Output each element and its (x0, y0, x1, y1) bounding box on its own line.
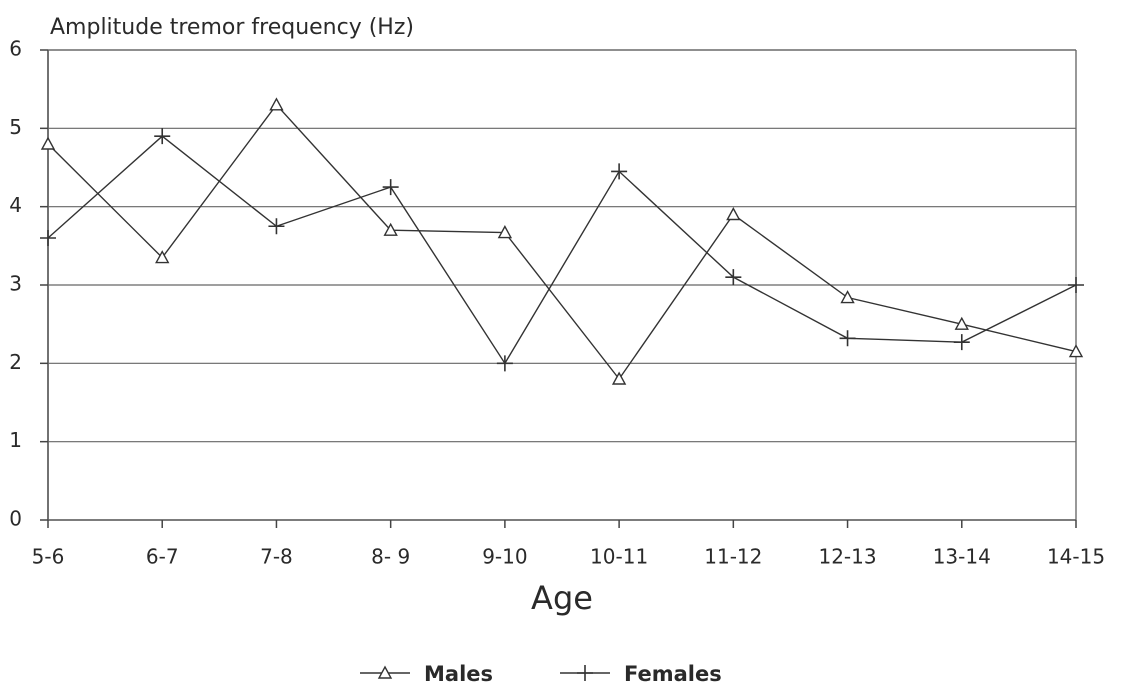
data-point (382, 179, 399, 196)
legend-marker (577, 665, 593, 681)
data-point (40, 136, 56, 150)
x-tick-label: 11-12 (704, 545, 762, 569)
y-tick-label: 0 (9, 507, 22, 531)
series-line (47, 103, 1077, 381)
x-axis-label: Age (531, 579, 593, 617)
data-point (155, 250, 170, 264)
y-tick-label: 4 (9, 193, 22, 217)
data-point (383, 222, 398, 236)
data-point (840, 290, 855, 304)
chart-title: Amplitude tremor frequency (Hz) (50, 15, 414, 40)
x-tick-label: 12-13 (818, 545, 876, 569)
legend-marker (377, 665, 393, 679)
x-tick-label: 7-8 (260, 545, 293, 569)
series-line (47, 135, 1077, 365)
legend-label: Females (624, 662, 722, 686)
y-tick-label: 5 (9, 115, 22, 139)
data-point (1068, 277, 1084, 293)
x-tick-label: 8- 9 (371, 545, 410, 569)
data-point (953, 334, 970, 351)
data-point (154, 128, 171, 145)
data-point (1068, 344, 1084, 358)
data-point (268, 218, 285, 235)
x-tick-label: 9-10 (482, 545, 527, 569)
data-point (839, 330, 856, 347)
data-point (954, 316, 969, 330)
data-point (611, 371, 627, 385)
y-tick-label: 1 (9, 428, 22, 452)
x-tick-label: 10-11 (590, 545, 648, 569)
data-point (40, 230, 56, 246)
x-tick-label: 6-7 (146, 545, 179, 569)
y-tick-label: 3 (9, 272, 22, 296)
data-point (497, 225, 513, 239)
data-point (611, 163, 628, 180)
x-tick-label: 13-14 (933, 545, 991, 569)
data-point (269, 97, 284, 111)
data-point (725, 269, 742, 286)
data-point (726, 207, 741, 221)
x-tick-label: 14-15 (1047, 545, 1105, 569)
x-tick-label: 5-6 (32, 545, 65, 569)
y-tick-label: 2 (9, 350, 22, 374)
data-point (496, 355, 513, 372)
legend-label: Males (424, 662, 493, 686)
y-tick-label: 6 (9, 37, 22, 61)
